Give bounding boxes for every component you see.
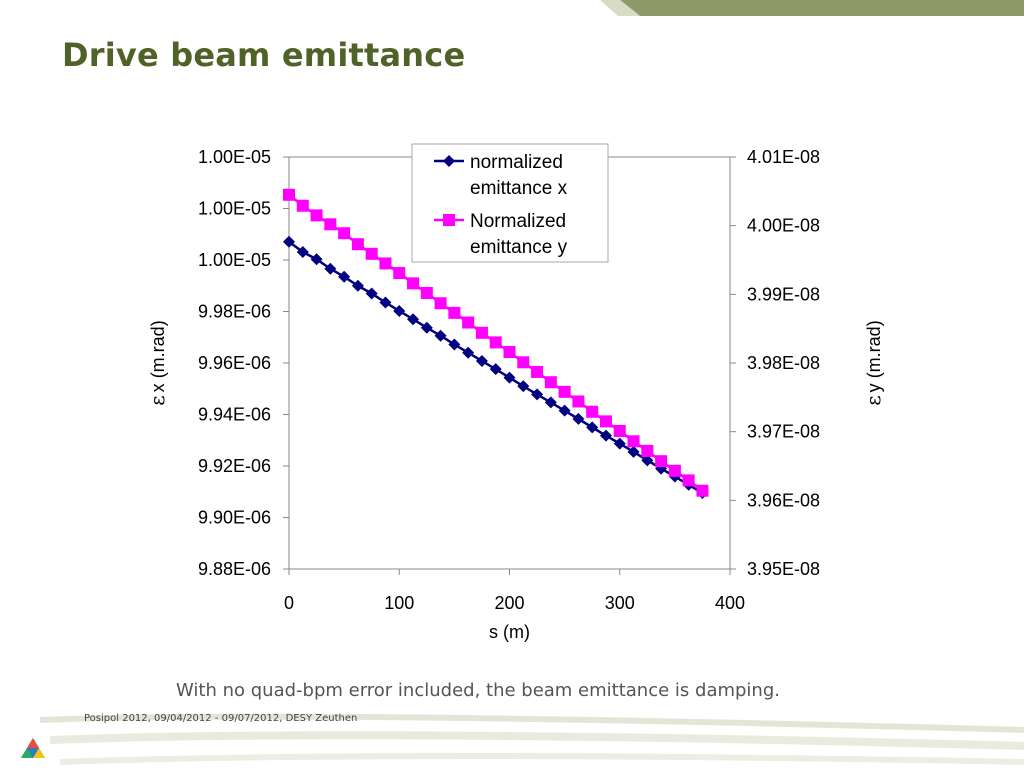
point-emittance-x (517, 380, 530, 393)
right-axis-label: ε y (m.rad) (861, 320, 885, 405)
point-emittance-y (613, 424, 626, 437)
point-emittance-y (586, 405, 599, 418)
point-emittance-y (572, 395, 585, 408)
point-emittance-y (379, 257, 392, 270)
right-tick-label: 3.97E-08 (747, 422, 820, 442)
point-legend-emittance-x (443, 155, 455, 167)
point-emittance-x (296, 246, 309, 259)
point-emittance-y (324, 218, 337, 231)
right-tick-label: 3.96E-08 (747, 490, 820, 510)
point-emittance-y (682, 474, 695, 487)
right-axis-symbol: ε (861, 395, 885, 405)
point-emittance-y (475, 326, 488, 339)
x-tick-label: 0 (284, 593, 294, 613)
right-tick-label: 4.01E-08 (747, 147, 820, 167)
point-emittance-x (351, 279, 364, 292)
point-emittance-x (338, 270, 351, 283)
point-emittance-y (462, 316, 475, 329)
point-emittance-x (558, 404, 571, 417)
left-tick-label: 1.00E-05 (198, 250, 271, 270)
point-emittance-x (489, 363, 502, 376)
x-tick-label: 100 (384, 593, 414, 613)
left-tick-label: 9.96E-06 (198, 353, 271, 373)
point-emittance-y (338, 227, 351, 240)
point-emittance-x (613, 437, 626, 450)
left-axis-symbol: ε (145, 395, 169, 405)
logo-icon (21, 738, 45, 758)
page-title: Drive beam emittance (62, 36, 466, 74)
point-emittance-y (655, 455, 668, 468)
point-emittance-x (641, 454, 654, 467)
x-tick-label: 400 (715, 593, 745, 613)
point-emittance-x (503, 371, 516, 384)
right-axis-text: y (m.rad) (864, 320, 884, 392)
point-emittance-x (379, 296, 392, 309)
point-emittance-x (365, 287, 378, 300)
point-emittance-y (420, 286, 433, 299)
point-emittance-y (517, 356, 530, 369)
point-emittance-y (448, 306, 461, 319)
footer-decorative-lines (39, 713, 1024, 765)
point-emittance-x (407, 313, 420, 326)
point-emittance-y (407, 277, 420, 290)
slide-caption: With no quad-bpm error included, the bea… (176, 680, 780, 701)
left-tick-label: 9.98E-06 (198, 302, 271, 322)
point-emittance-y (599, 415, 612, 428)
point-emittance-y (283, 188, 295, 201)
point-emittance-y (696, 484, 709, 497)
left-tick-label: 9.94E-06 (198, 405, 271, 425)
point-emittance-y (310, 209, 323, 222)
left-tick-label: 9.92E-06 (198, 456, 271, 476)
point-emittance-y (503, 346, 516, 359)
left-tick-label: 9.88E-06 (198, 559, 271, 579)
point-emittance-x (462, 346, 475, 359)
point-emittance-y (627, 435, 640, 448)
point-emittance-y (544, 376, 557, 389)
point-emittance-y (434, 297, 447, 310)
point-emittance-y (365, 247, 378, 260)
point-emittance-x (586, 421, 599, 434)
left-tick-label: 9.90E-06 (198, 508, 271, 528)
x-tick-label: 200 (494, 593, 524, 613)
point-emittance-x (475, 354, 488, 367)
point-emittance-y (641, 444, 654, 457)
left-tick-label: 1.00E-05 (198, 199, 271, 219)
legend-label-emittance-y: Normalized emittance y (470, 211, 568, 258)
legend-label-emittance-x: normalized emittance x (470, 152, 568, 199)
point-emittance-x (324, 262, 337, 275)
point-emittance-y (668, 464, 681, 477)
x-tick-label: 300 (605, 593, 635, 613)
point-emittance-x (448, 338, 461, 351)
point-emittance-y (393, 267, 406, 280)
point-emittance-x (283, 235, 295, 248)
footer-text: Posipol 2012, 09/04/2012 - 09/07/2012, D… (84, 713, 358, 724)
point-emittance-x (393, 304, 406, 317)
point-legend-emittance-y (443, 214, 455, 226)
left-axis-label: ε x (m.rad) (145, 320, 169, 405)
point-emittance-y (296, 199, 309, 212)
legend-box (411, 143, 609, 263)
point-emittance-x (531, 388, 544, 401)
point-emittance-x (434, 329, 447, 342)
right-tick-label: 4.00E-08 (747, 216, 820, 236)
left-axis-text: x (m.rad) (148, 320, 168, 392)
point-emittance-x (572, 412, 585, 425)
top-decorative-band (600, 0, 1024, 16)
point-emittance-y (489, 336, 502, 349)
right-tick-label: 3.98E-08 (747, 353, 820, 373)
point-emittance-x (420, 321, 433, 334)
right-tick-label: 3.95E-08 (747, 559, 820, 579)
point-emittance-y (558, 385, 571, 398)
x-axis-label: s (m) (489, 622, 530, 642)
point-emittance-x (544, 396, 557, 409)
point-emittance-y (351, 238, 364, 251)
point-emittance-y (531, 365, 544, 378)
right-tick-label: 3.99E-08 (747, 284, 820, 304)
point-emittance-x (599, 429, 612, 442)
left-tick-label: 1.00E-05 (198, 147, 271, 167)
point-emittance-x (627, 445, 640, 458)
point-emittance-x (310, 253, 323, 266)
